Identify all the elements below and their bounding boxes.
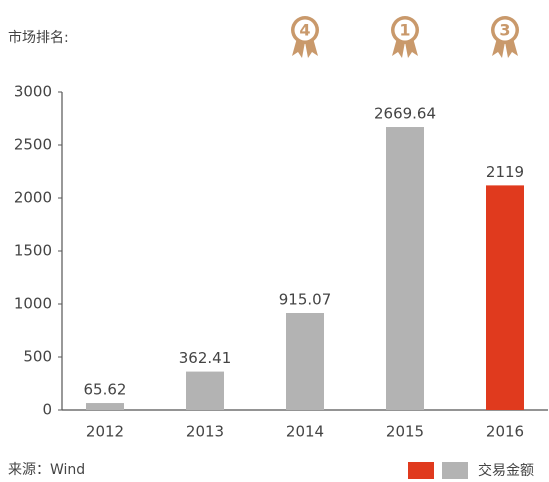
y-tick-label: 2500 xyxy=(14,136,52,154)
bar xyxy=(86,403,124,410)
y-tick-label: 500 xyxy=(23,348,52,366)
y-tick-label: 1500 xyxy=(14,242,52,260)
rank-medal: 4 xyxy=(291,16,319,58)
rank-medal: 3 xyxy=(491,16,519,58)
medal-inner xyxy=(394,19,416,41)
value-label: 2119 xyxy=(486,163,524,181)
y-tick-label: 2000 xyxy=(14,189,52,207)
legend-label: 交易金额 xyxy=(478,462,534,479)
y-tick-label: 3000 xyxy=(14,83,52,101)
y-tick-label: 0 xyxy=(42,401,52,419)
value-label: 362.41 xyxy=(179,349,232,367)
x-tick-label: 2014 xyxy=(286,423,324,441)
rank-number: 4 xyxy=(299,21,310,40)
bar xyxy=(386,127,424,410)
source: 来源：Wind xyxy=(8,462,85,478)
x-tick-label: 2012 xyxy=(86,423,124,441)
value-label: 915.07 xyxy=(279,291,332,309)
x-tick-label: 2015 xyxy=(386,423,424,441)
x-tick-label: 2016 xyxy=(486,423,524,441)
bar xyxy=(286,313,324,410)
medal-inner xyxy=(294,19,316,41)
value-label: 65.62 xyxy=(84,381,127,399)
y-tick-label: 1000 xyxy=(14,295,52,313)
rank-title: 市场排名: xyxy=(8,29,69,46)
legend-swatch xyxy=(408,462,434,479)
medal-ribbon xyxy=(392,38,418,58)
bar xyxy=(186,371,224,410)
legend-swatch xyxy=(442,462,468,479)
medal-inner xyxy=(494,19,516,41)
x-tick-label: 2013 xyxy=(186,423,224,441)
value-label: 2669.64 xyxy=(374,105,436,123)
rank-number: 1 xyxy=(399,21,410,40)
rank-number: 3 xyxy=(499,21,510,40)
bar xyxy=(486,185,524,410)
medal-ribbon xyxy=(492,38,518,58)
medal-ribbon xyxy=(292,38,318,58)
rank-medal: 1 xyxy=(391,16,419,58)
